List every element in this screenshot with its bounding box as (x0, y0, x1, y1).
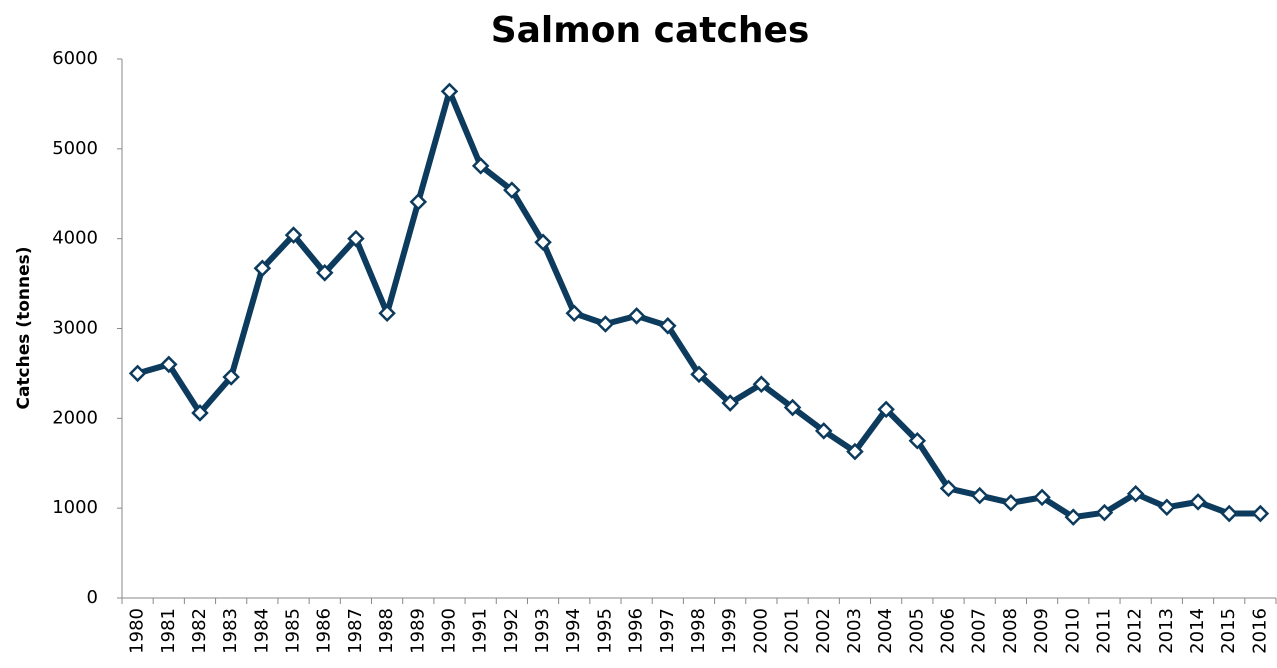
y-tick-label: 0 (87, 587, 98, 608)
y-tick-label: 3000 (52, 318, 98, 339)
data-point (596, 315, 615, 333)
data-point (1189, 493, 1207, 511)
y-tick-label: 4000 (52, 228, 98, 249)
data-point (160, 355, 178, 374)
data-point (222, 368, 240, 386)
x-tick-label: 2003 (844, 608, 865, 654)
data-line (136, 88, 1261, 521)
data-point (284, 226, 303, 244)
data-point (690, 365, 708, 384)
data-point (1158, 498, 1176, 517)
x-tick-label: 1999 (719, 608, 740, 654)
x-tick-label: 2002 (813, 608, 834, 654)
data-point (565, 304, 584, 322)
data-point (877, 400, 895, 419)
data-point (939, 479, 958, 498)
data-point (534, 233, 552, 252)
y-tick-label: 2000 (52, 407, 98, 428)
data-point (1033, 488, 1051, 507)
data-point (1064, 508, 1083, 526)
x-tick-label: 1994 (563, 608, 584, 654)
data-point (253, 259, 272, 278)
data-point (721, 394, 739, 412)
data-point (627, 307, 646, 325)
x-tick-label: 1990 (438, 608, 459, 654)
x-tick-label: 2005 (906, 608, 927, 654)
x-tick-label: 2007 (969, 608, 990, 654)
data-point (846, 442, 864, 461)
x-tick-label: 1995 (594, 608, 615, 654)
data-point (409, 193, 428, 211)
y-axis-label: Catches (tonnes) (14, 246, 34, 409)
x-tick-label: 1993 (532, 608, 553, 654)
data-point (347, 229, 365, 248)
x-tick-label: 1986 (314, 608, 335, 654)
data-point (659, 317, 677, 335)
data-point (970, 486, 989, 505)
x-tick-label: 2016 (1249, 608, 1270, 654)
x-tick-label: 2011 (1093, 608, 1114, 654)
chart-title: Salmon catches (491, 10, 810, 51)
data-point (1220, 504, 1238, 523)
x-tick-label: 1983 (220, 608, 241, 654)
x-tick-label: 1980 (127, 608, 148, 654)
x-tick-label: 2014 (1187, 608, 1208, 654)
data-point (814, 422, 833, 440)
x-tick-label: 1996 (626, 608, 647, 654)
x-tick-label: 2004 (875, 608, 896, 654)
data-point (471, 157, 490, 175)
x-tick-label: 2015 (1218, 608, 1239, 654)
data-point (191, 404, 209, 422)
y-tick-label: 1000 (52, 497, 98, 518)
x-tick-label: 1992 (501, 608, 522, 654)
x-tick-label: 1982 (189, 608, 210, 654)
x-tick-label: 2013 (1156, 608, 1177, 654)
x-tick-label: 1988 (376, 608, 397, 654)
data-point (315, 264, 334, 282)
data-point (1126, 485, 1145, 503)
x-tick-label: 2006 (938, 608, 959, 654)
data-point (128, 364, 147, 383)
x-tick-label: 2008 (1000, 608, 1021, 654)
x-tick-label: 1991 (470, 608, 491, 654)
x-tick-label: 1987 (345, 608, 366, 654)
x-tick-label: 1997 (657, 608, 678, 654)
data-point (440, 82, 459, 101)
data-point (1095, 503, 1114, 522)
data-point (783, 398, 802, 417)
x-tick-label: 1989 (407, 608, 428, 654)
x-tick-label: 1985 (283, 608, 304, 654)
x-tick-label: 2000 (750, 608, 771, 654)
x-tick-label: 2012 (1125, 608, 1146, 654)
data-point (1251, 504, 1270, 523)
x-tick-label: 1984 (251, 608, 272, 654)
data-point (752, 375, 771, 393)
y-tick-label: 6000 (52, 48, 98, 69)
data-point (378, 304, 396, 322)
y-tick-label: 5000 (52, 138, 98, 159)
x-tick-label: 2001 (782, 608, 803, 654)
x-tick-label: 1998 (688, 608, 709, 654)
data-point (503, 181, 521, 199)
x-tick-label: 1981 (158, 608, 179, 654)
data-point (1002, 494, 1020, 512)
x-tick-label: 2009 (1031, 608, 1052, 654)
data-point (908, 432, 927, 450)
x-tick-label: 2010 (1062, 608, 1083, 654)
